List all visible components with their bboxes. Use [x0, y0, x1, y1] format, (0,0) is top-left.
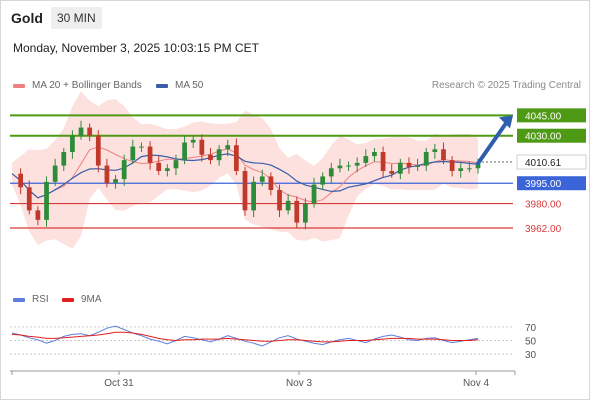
- candle-body: [156, 162, 162, 171]
- candle-body: [35, 210, 41, 220]
- level-tag-4030.00: [517, 128, 586, 143]
- candle-body: [328, 168, 334, 177]
- projection-arrow-head: [499, 115, 513, 129]
- candle-body: [397, 162, 403, 174]
- candle-body: [251, 181, 257, 211]
- candle-body: [139, 146, 144, 148]
- candle-body: [61, 152, 67, 166]
- candle-body: [259, 176, 265, 182]
- candle-body: [441, 149, 446, 161]
- candle-body: [104, 165, 110, 184]
- candle-body: [415, 165, 420, 167]
- legend-swatch-ma20: [13, 83, 25, 88]
- candle-body: [78, 127, 84, 136]
- candle-body: [372, 152, 377, 157]
- copyright-text: Research © 2025 Trading Central: [431, 80, 581, 91]
- datetime-label: Monday, November 3, 2025 10:03:15 PM CET: [13, 41, 259, 55]
- level-label-3980.00: 3980.00: [525, 200, 562, 211]
- legend-label-ma20: MA 20 + Bollinger Bands: [32, 80, 142, 91]
- candle-body: [466, 168, 472, 170]
- candle-body: [164, 168, 170, 171]
- candle-body: [242, 171, 248, 211]
- candle-body: [363, 156, 369, 163]
- candle-body: [389, 171, 395, 174]
- candle-body: [303, 203, 308, 223]
- candle-body: [95, 135, 101, 166]
- legend-rsi: RSI: [13, 294, 49, 305]
- legend-ma20-bollinger: MA 20 + Bollinger Bands: [13, 80, 142, 91]
- level-tag-3995.00: [517, 176, 586, 191]
- legend-label-ma50: MA 50: [175, 80, 204, 91]
- candle-body: [87, 127, 93, 136]
- candle-body: [285, 200, 291, 211]
- legend-ma50: MA 50: [156, 80, 203, 91]
- x-tick-label: Nov 3: [286, 378, 313, 389]
- candle-body: [406, 162, 412, 167]
- candle-body: [52, 165, 58, 182]
- candle-body: [458, 168, 464, 171]
- rsi-tick-30: 30: [525, 350, 537, 361]
- legend-label-9ma: 9MA: [81, 294, 102, 305]
- candle-body: [225, 145, 231, 150]
- candle-body: [190, 139, 196, 143]
- level-tag-4045.00: [517, 108, 586, 123]
- candle-body: [113, 179, 118, 184]
- candle-body: [337, 165, 343, 169]
- candle-body: [44, 181, 49, 220]
- candle-body: [216, 149, 222, 161]
- candle-body: [18, 173, 24, 188]
- candle-body: [294, 200, 300, 223]
- x-tick-label: Nov 4: [463, 378, 490, 389]
- candle-body: [70, 135, 75, 152]
- instrument-title: Gold: [11, 10, 43, 26]
- legend-swatch-ma50: [156, 83, 168, 88]
- x-tick-label: Oct 31: [104, 378, 134, 389]
- candle-body: [26, 187, 32, 211]
- current-price-tag: [516, 154, 587, 170]
- candle-body: [173, 160, 179, 169]
- candle-body: [432, 149, 438, 152]
- candle-body: [380, 152, 386, 171]
- candle-body: [147, 146, 153, 163]
- rsi-9ma-line: [11, 331, 479, 343]
- candle-body: [423, 152, 429, 166]
- candle-body: [311, 184, 317, 204]
- candle-body: [199, 139, 205, 155]
- timeframe-badge[interactable]: 30 MIN: [51, 7, 102, 29]
- candle-body: [208, 154, 213, 161]
- rsi-tick-70: 70: [525, 323, 537, 334]
- level-label-3962.00: 3962.00: [525, 224, 562, 235]
- chart-header: Gold 30 MIN: [0, 0, 590, 36]
- candle-body: [130, 146, 136, 161]
- legend-label-rsi: RSI: [32, 294, 49, 305]
- level-label-4045.00: 4045.00: [525, 111, 562, 122]
- legend-swatch-9ma: [62, 297, 74, 302]
- candle-body: [320, 176, 326, 185]
- level-label-3995.00: 3995.00: [525, 179, 562, 190]
- projection-arrow-shaft: [476, 118, 510, 166]
- level-label-4030.00: 4030.00: [525, 132, 562, 143]
- rsi-tick-50: 50: [525, 337, 537, 348]
- legend-9ma: 9MA: [62, 294, 102, 305]
- current-price-label: 4010.61: [525, 158, 562, 169]
- candle-body: [182, 142, 187, 161]
- candle-body: [354, 162, 360, 166]
- candle-body: [475, 162, 481, 169]
- legend-swatch-rsi: [13, 297, 25, 302]
- candle-body: [121, 160, 127, 180]
- candle-body: [233, 145, 239, 171]
- candle-body: [346, 165, 351, 167]
- candle-body: [449, 160, 455, 171]
- candle-body: [277, 190, 282, 211]
- candle-body: [268, 176, 274, 190]
